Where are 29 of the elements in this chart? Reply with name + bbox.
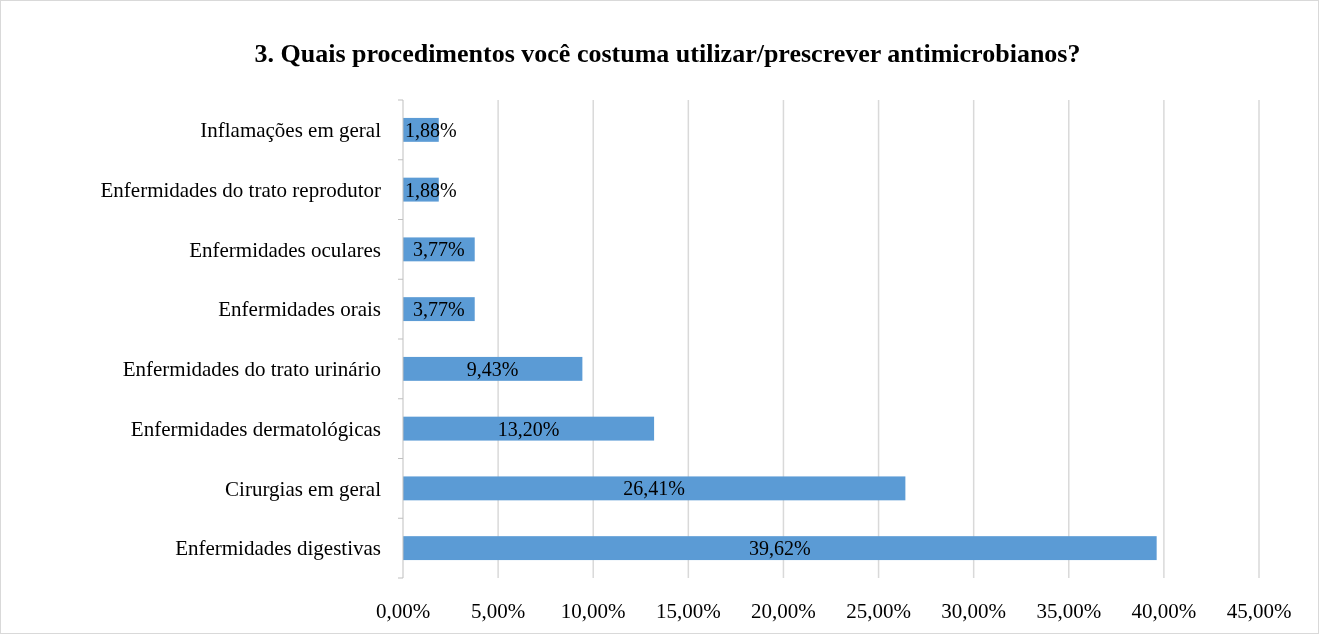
y-tick-label: Enfermidades digestivas	[175, 536, 381, 561]
data-label: 26,41%	[623, 477, 686, 500]
y-tick-label: Enfermidades orais	[218, 297, 381, 322]
data-label: 9,43%	[466, 357, 519, 380]
y-tick-label: Enfermidades do trato urinário	[122, 357, 381, 382]
bar	[403, 356, 583, 381]
x-tick-label: 40,00%	[1131, 599, 1197, 623]
bar	[403, 536, 1157, 561]
data-label: 39,62%	[748, 537, 811, 560]
y-tick-label: Enfermidades dermatológicas	[130, 416, 381, 441]
x-tick-label: 25,00%	[846, 599, 911, 623]
y-tick-label: Cirurgias em geral	[225, 476, 382, 501]
y-tick-label: Enfermidades oculares	[189, 237, 381, 262]
x-tick-label: 45,00%	[1226, 599, 1292, 623]
x-tick-label: 35,00%	[1036, 599, 1102, 623]
data-label: 3,77%	[413, 238, 465, 261]
x-tick-label: 10,00%	[560, 599, 626, 623]
x-tick-label: 20,00%	[751, 599, 816, 623]
x-tick-label: 0,00%	[375, 599, 431, 623]
x-tick-label: 5,00%	[470, 599, 526, 623]
y-tick-label: Inflamações em geral	[200, 118, 382, 143]
data-label: 3,77%	[413, 298, 465, 321]
x-tick-label: 30,00%	[941, 599, 1007, 623]
bar	[403, 476, 906, 501]
bar	[403, 416, 655, 441]
data-label: 13,20%	[497, 417, 560, 440]
x-tick-label: 15,00%	[655, 599, 721, 623]
y-tick-label: Enfermidades do trato reprodutor	[100, 177, 381, 202]
chart-title: 3. Quais procedimentos você costuma utilizar/prescrever antimicrobianos?	[254, 39, 1081, 68]
